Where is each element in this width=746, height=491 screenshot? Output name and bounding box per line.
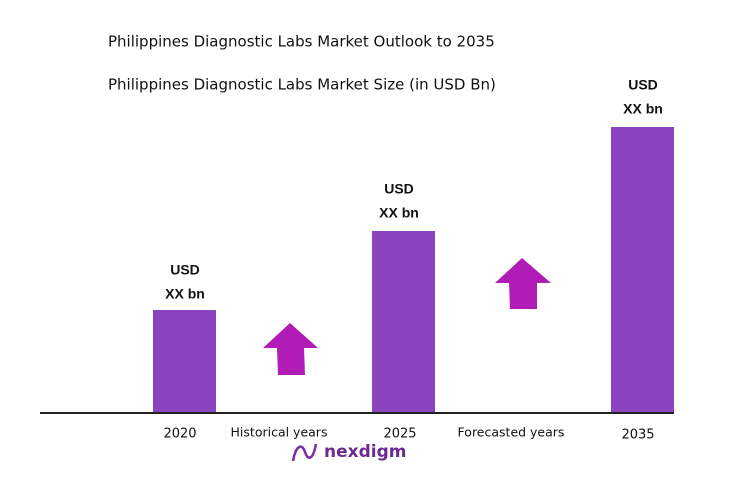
bar <box>153 310 216 413</box>
logo-icon <box>291 443 318 462</box>
bar-label: XX bn <box>379 205 419 221</box>
bar-label: XX bn <box>165 286 205 302</box>
period-label: Historical years <box>231 425 328 440</box>
subtitle: Philippines Diagnostic Labs Market Size … <box>108 76 496 94</box>
bar-label: USD <box>170 262 200 278</box>
period-label: Forecasted years <box>458 425 565 440</box>
growth-arrow <box>263 323 318 375</box>
year-label: 2035 <box>621 428 654 443</box>
title: Philippines Diagnostic Labs Market Outlo… <box>108 33 495 51</box>
growth-arrow <box>495 258 551 309</box>
bar-label: XX bn <box>623 101 663 117</box>
logo: nexdigm <box>324 442 406 462</box>
bar-label: USD <box>384 181 414 197</box>
bar <box>611 127 674 413</box>
bar-label: USD <box>628 77 658 93</box>
year-label: 2025 <box>383 427 416 442</box>
bar <box>372 231 435 413</box>
year-label: 2020 <box>163 427 196 442</box>
